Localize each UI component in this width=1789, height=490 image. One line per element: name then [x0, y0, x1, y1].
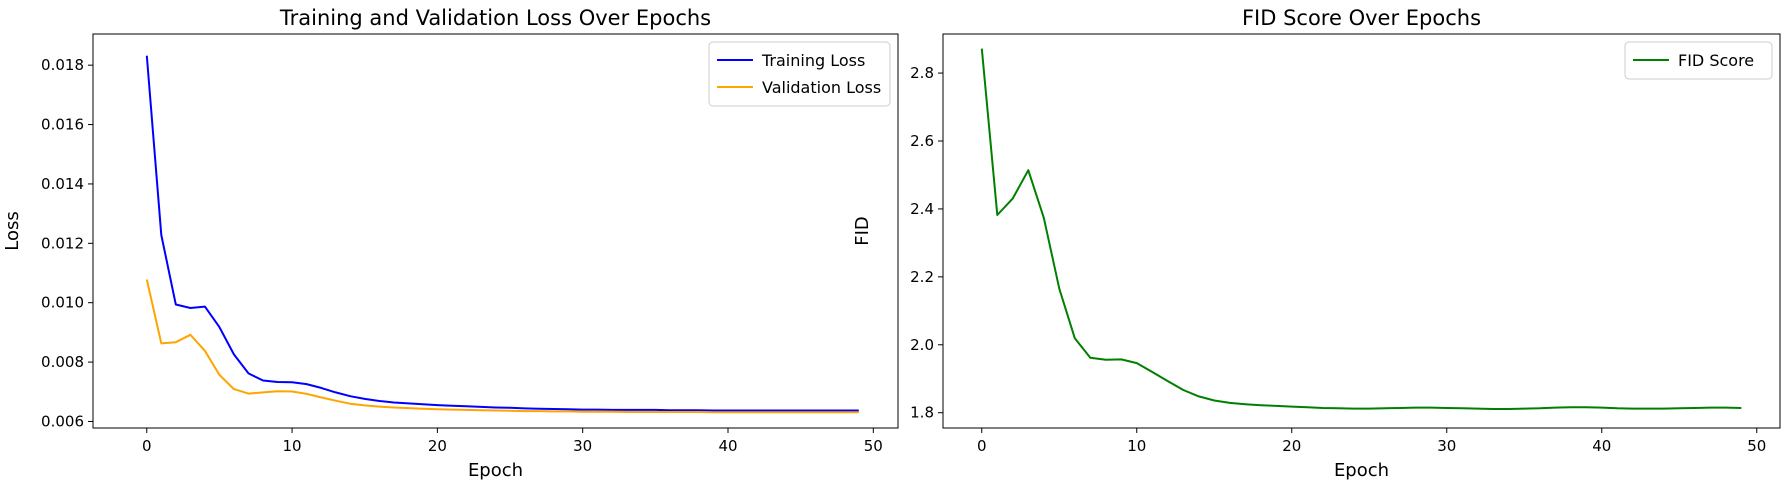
- y-tick-label: 0.008: [41, 353, 84, 371]
- legend-label: FID Score: [1678, 51, 1754, 70]
- legend: FID Score: [1624, 41, 1773, 80]
- legend-label: Training Loss: [761, 51, 865, 70]
- y-tick-label: 2.2: [910, 268, 934, 286]
- x-tick-label: 20: [428, 437, 447, 455]
- legend-box: [708, 41, 891, 107]
- series-line-fid-score: [980, 48, 1742, 410]
- legend: Training Loss Validation Loss: [708, 41, 891, 107]
- y-tick-label: 2.6: [910, 132, 934, 150]
- legend-box: [1624, 41, 1773, 80]
- x-tick-label: 30: [1437, 437, 1456, 455]
- y-axis-label: FID: [852, 216, 873, 246]
- x-tick-label: 50: [1747, 437, 1766, 455]
- x-axis-label: Epoch: [1334, 460, 1389, 481]
- plot-frame: [942, 33, 1781, 429]
- chart-1: Training and Validation Loss Over Epochs…: [2, 6, 899, 481]
- series-line-training-loss: [145, 55, 859, 412]
- y-axis-label: Loss: [2, 211, 23, 250]
- y-tick-label: 0.014: [41, 175, 84, 193]
- plot-frame: [92, 33, 899, 429]
- y-tick-label: 0.010: [41, 294, 84, 312]
- y-tick-label: 1.8: [910, 404, 934, 422]
- y-tick-label: 0.016: [41, 116, 84, 134]
- y-tick-label: 0.012: [41, 234, 84, 252]
- x-tick-label: 20: [1282, 437, 1301, 455]
- series-line-validation-loss: [145, 279, 859, 414]
- x-tick-label: 40: [1592, 437, 1611, 455]
- y-tick-label: 0.006: [41, 412, 84, 430]
- x-tick-label: 40: [718, 437, 737, 455]
- y-tick-label: 0.018: [41, 56, 84, 74]
- x-tick-label: 50: [864, 437, 883, 455]
- x-tick-label: 30: [573, 437, 592, 455]
- chart-2: FID Score Over Epochs 0 10 20 30 40 50 1.8 2.0 2.…: [852, 6, 1781, 481]
- x-tick-label: 10: [1127, 437, 1146, 455]
- x-axis-label: Epoch: [468, 460, 523, 481]
- x-tick-label: 0: [142, 437, 152, 455]
- legend-label: Validation Loss: [762, 78, 881, 97]
- x-tick-label: 0: [977, 437, 987, 455]
- chart-title: FID Score Over Epochs: [1242, 6, 1481, 30]
- y-tick-label: 2.0: [910, 336, 934, 354]
- x-tick-label: 10: [283, 437, 302, 455]
- y-tick-label: 2.4: [910, 200, 934, 218]
- chart-title: Training and Validation Loss Over Epochs: [279, 6, 711, 30]
- y-tick-label: 2.8: [910, 64, 934, 82]
